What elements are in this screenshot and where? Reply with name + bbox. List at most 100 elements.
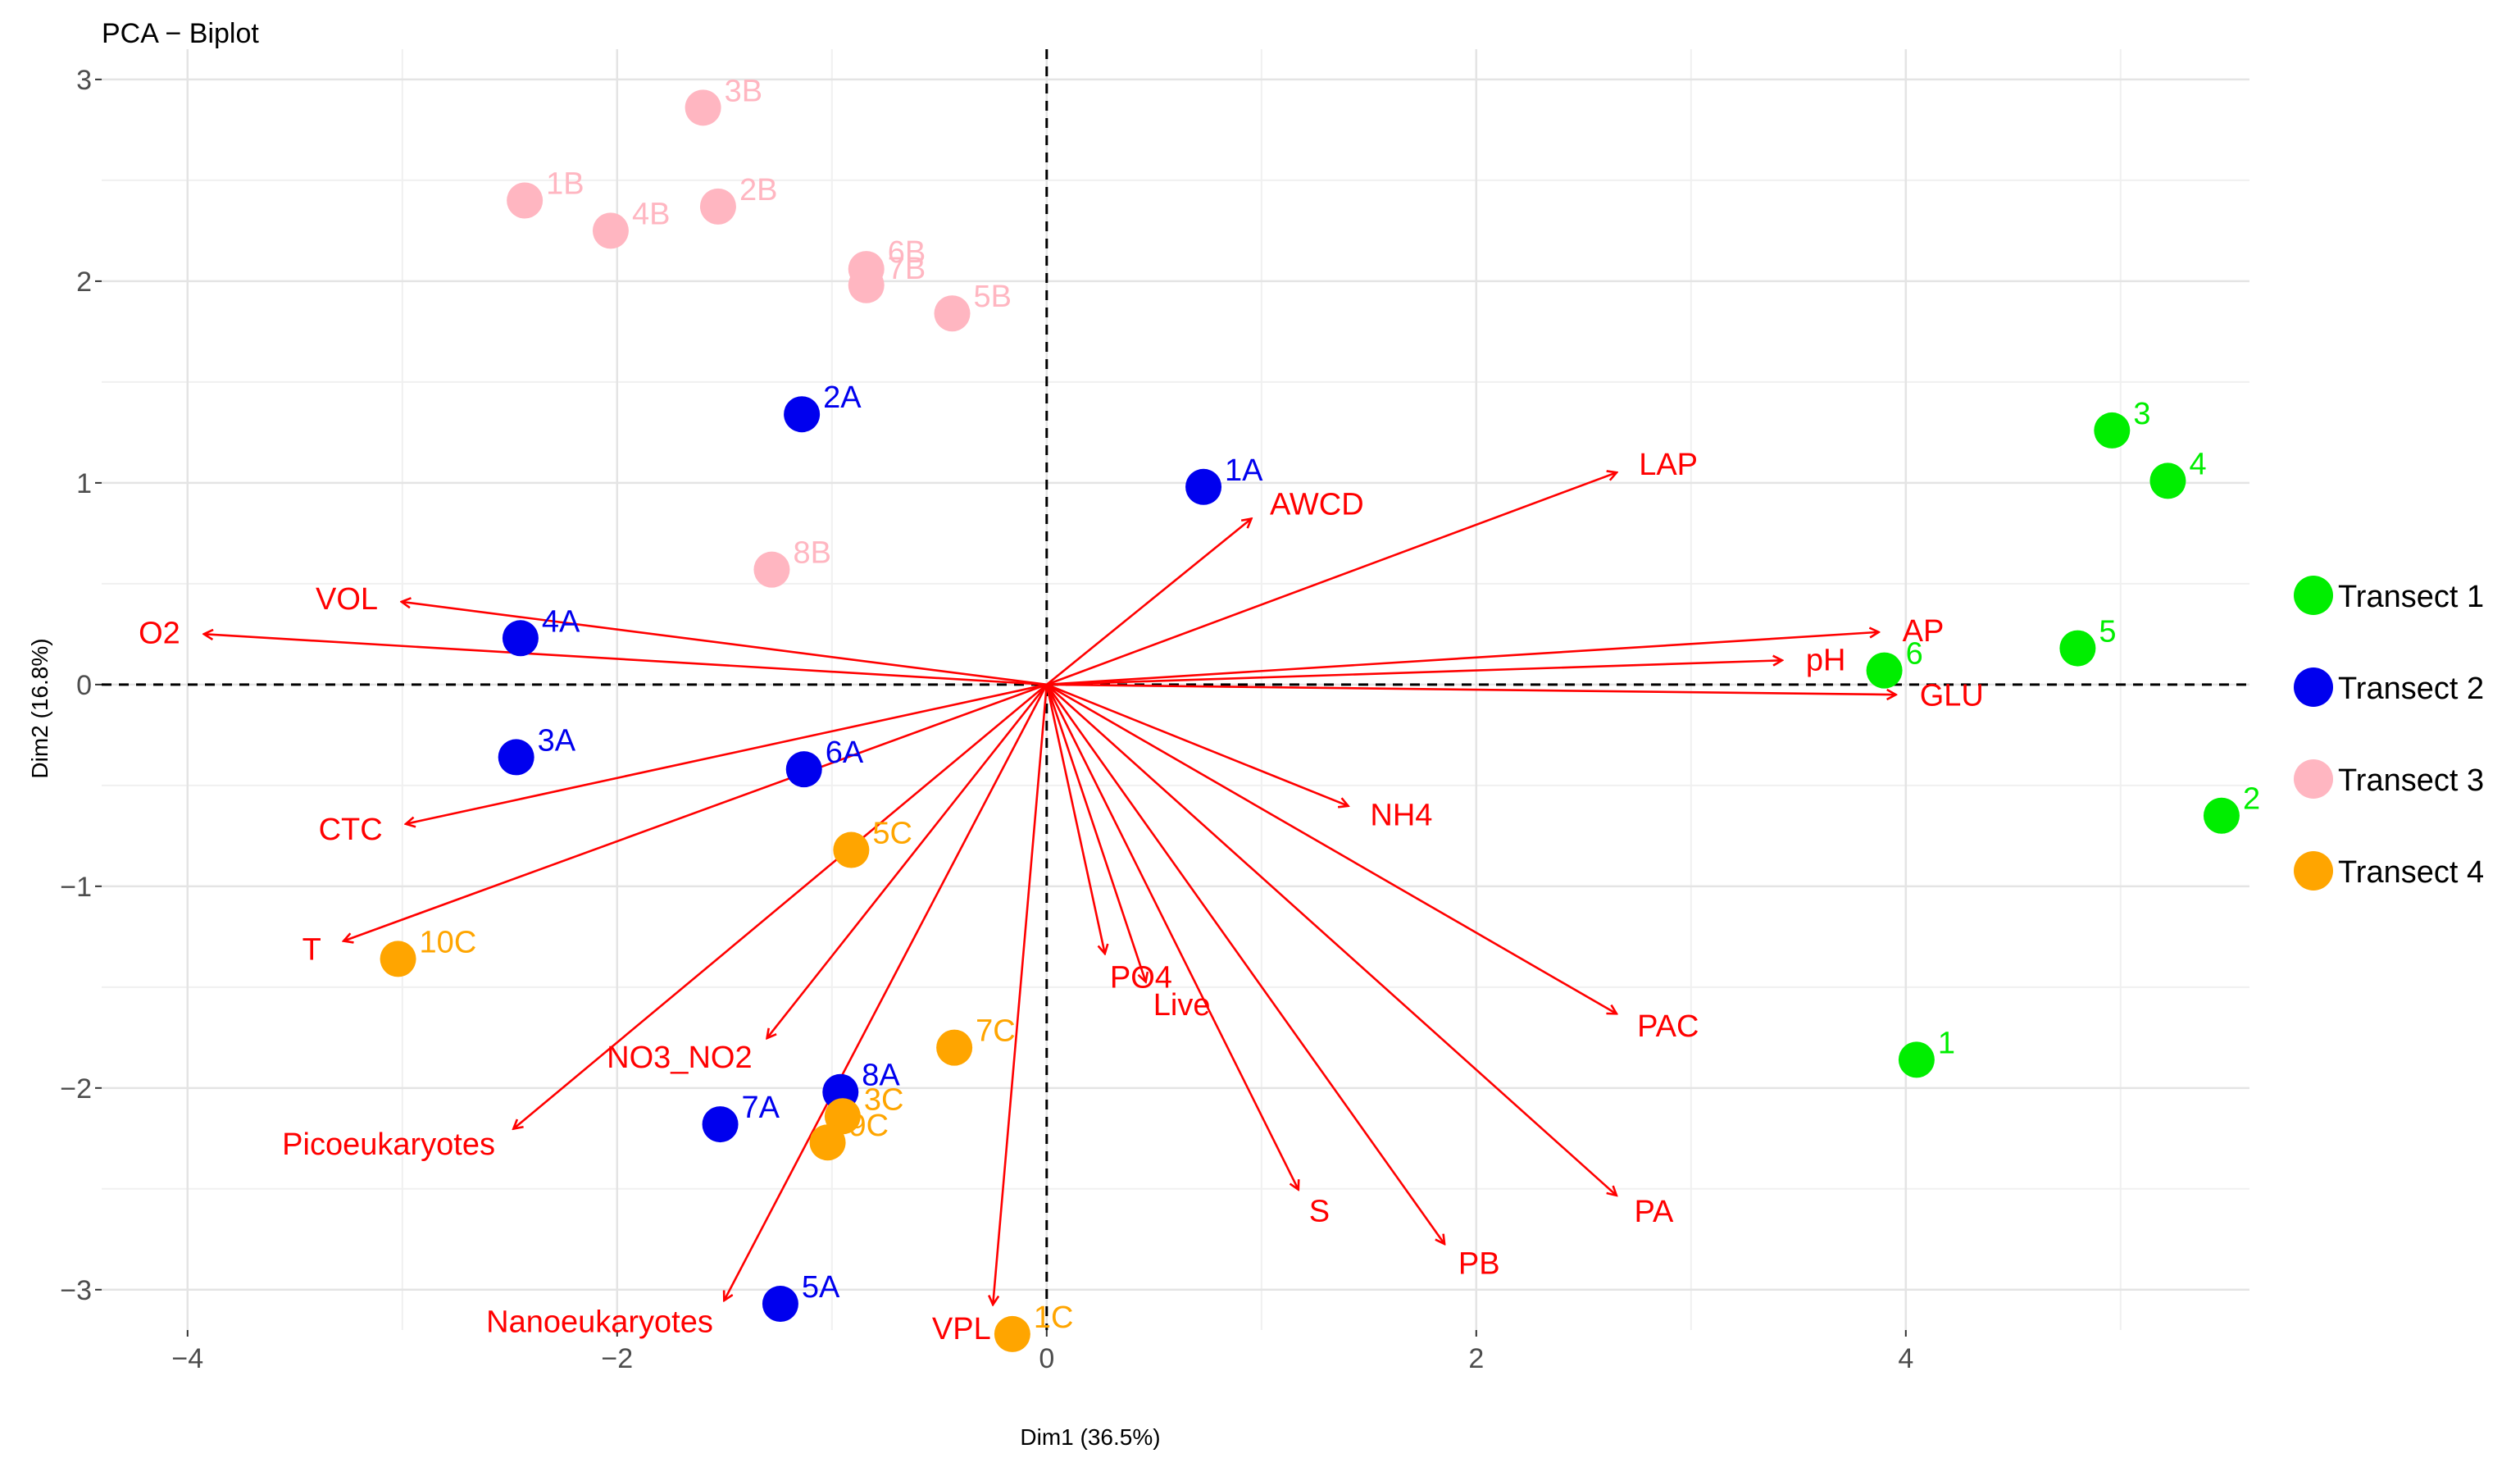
- point-label-10c: 10C: [420, 925, 477, 959]
- legend-marker: [2294, 851, 2333, 891]
- point-label-1: 1: [1938, 1026, 1955, 1060]
- point-label-3b: 3B: [725, 74, 762, 108]
- point-1c: [994, 1315, 1030, 1352]
- point-7b: [848, 266, 885, 303]
- y-tick-label: −1: [60, 872, 92, 903]
- point-7a: [702, 1106, 739, 1143]
- variable-label-no3_no2: NO3_NO2: [607, 1041, 752, 1075]
- arrow-pac: [1046, 683, 1616, 1014]
- variable-label-live: Live: [1153, 988, 1211, 1023]
- legend-label: Transect 4: [2338, 855, 2484, 890]
- point-5: [2059, 630, 2096, 667]
- y-tick-label: −2: [60, 1073, 92, 1105]
- variable-label-pb: PB: [1458, 1247, 1500, 1282]
- point-label-4b: 4B: [632, 197, 670, 231]
- arrow-vol: [403, 602, 1047, 686]
- point-2a: [784, 396, 821, 433]
- legend-marker: [2294, 576, 2333, 615]
- arrow-lap: [1046, 473, 1616, 686]
- point-1: [1898, 1041, 1935, 1078]
- variable-label-s: S: [1309, 1195, 1330, 1229]
- point-label-5a: 5A: [802, 1270, 840, 1305]
- point-label-1a: 1A: [1225, 453, 1263, 488]
- legend-marker: [2294, 667, 2333, 707]
- point-9c: [809, 1124, 846, 1161]
- arrow-ap: [1046, 632, 1878, 686]
- x-tick-label: 4: [1898, 1343, 1913, 1374]
- y-tick-label: −3: [60, 1275, 92, 1306]
- variable-label-ap: AP: [1903, 614, 1945, 649]
- variable-label-pac: PAC: [1637, 1009, 1699, 1044]
- point-5c: [833, 831, 870, 868]
- point-label-8a: 8A: [862, 1059, 900, 1093]
- arrow-awcd: [1045, 519, 1251, 686]
- point-5a: [762, 1286, 798, 1323]
- arrow-no3_no2: [767, 684, 1048, 1037]
- point-label-4: 4: [2189, 447, 2206, 481]
- point-label-1c: 1C: [1034, 1301, 1074, 1335]
- point-6: [1866, 652, 1903, 689]
- arrow-glu: [1046, 683, 1895, 695]
- point-4: [2149, 462, 2186, 499]
- variable-label-glu: GLU: [1920, 679, 1984, 713]
- arrow-vpl: [993, 684, 1048, 1304]
- variable-label-picoeukaryotes: Picoeukaryotes: [282, 1128, 495, 1162]
- point-3: [2094, 412, 2131, 449]
- x-tick-label: −4: [171, 1343, 203, 1374]
- arrow-pa: [1045, 683, 1616, 1195]
- variable-label-t: T: [302, 933, 321, 968]
- legend-marker: [2294, 759, 2333, 799]
- legend-label: Transect 1: [2338, 580, 2484, 614]
- arrow-t: [344, 683, 1048, 941]
- point-3a: [498, 739, 534, 776]
- point-3c: [824, 1098, 861, 1135]
- point-3b: [685, 89, 721, 126]
- point-label-6a: 6A: [826, 736, 864, 770]
- arrow-ctc: [407, 683, 1048, 824]
- point-label-1b: 1B: [546, 166, 584, 201]
- point-label-5: 5: [2099, 615, 2116, 649]
- point-2: [2203, 797, 2240, 834]
- point-1b: [507, 182, 544, 219]
- variable-label-o2: O2: [139, 617, 180, 651]
- point-5b: [934, 295, 971, 332]
- point-label-3: 3: [2133, 397, 2150, 431]
- x-tick-label: 2: [1468, 1343, 1484, 1374]
- point-label-2: 2: [2243, 782, 2260, 817]
- y-tick-label: 0: [76, 670, 92, 701]
- point-label-7a: 7A: [742, 1091, 780, 1125]
- point-label-3a: 3A: [538, 723, 576, 758]
- point-4a: [502, 620, 539, 657]
- x-tick-label: −2: [601, 1343, 633, 1374]
- point-7c: [936, 1029, 973, 1066]
- arrow-nanoeukaryotes: [725, 684, 1048, 1300]
- arrow-s: [1045, 684, 1299, 1189]
- point-label-7c: 7C: [976, 1014, 1016, 1049]
- point-label-2a: 2A: [823, 380, 862, 415]
- y-tick-label: 1: [76, 468, 92, 499]
- variable-label-vpl: VPL: [932, 1312, 991, 1346]
- point-label-4a: 4A: [542, 604, 580, 639]
- variable-label-ctc: CTC: [319, 813, 383, 847]
- arrow-live: [1045, 684, 1146, 982]
- legend-label: Transect 3: [2338, 763, 2484, 798]
- point-6a: [785, 751, 822, 788]
- point-label-5c: 5C: [872, 817, 912, 851]
- variable-label-lap: LAP: [1639, 448, 1698, 482]
- arrow-o2: [205, 634, 1047, 686]
- point-label-9c: 9C: [849, 1109, 889, 1143]
- arrow-picoeukaryotes: [514, 683, 1048, 1128]
- variable-label-po4: PO4: [1110, 960, 1172, 995]
- legend-label: Transect 2: [2338, 672, 2484, 706]
- x-axis-title: Dim1 (36.5%): [1020, 1424, 1160, 1450]
- point-10c: [380, 941, 416, 977]
- point-8b: [753, 551, 790, 588]
- point-label-5b: 5B: [974, 280, 1012, 314]
- variable-label-awcd: AWCD: [1270, 487, 1364, 522]
- point-label-2b: 2B: [739, 173, 777, 207]
- variable-label-pa: PA: [1634, 1195, 1674, 1229]
- point-2b: [699, 188, 736, 225]
- point-label-6: 6: [1906, 637, 1923, 672]
- variable-label-ph: pH: [1806, 643, 1846, 677]
